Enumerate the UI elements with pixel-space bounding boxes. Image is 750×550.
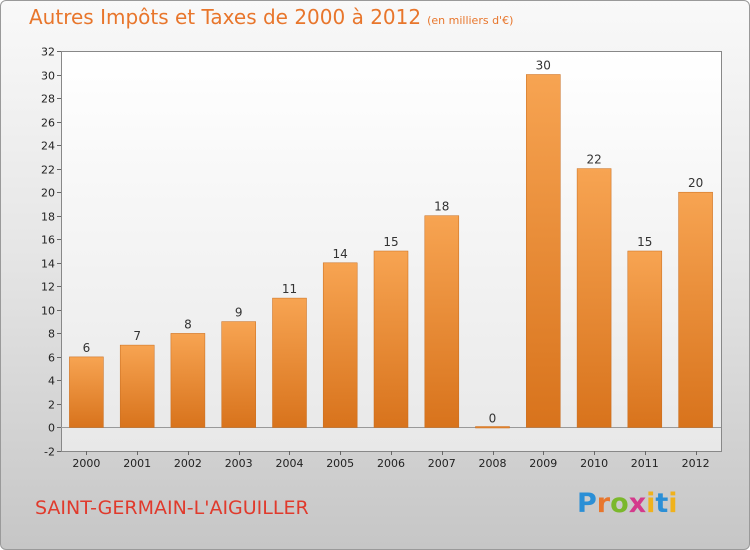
- x-tick-label-2008: 2008: [479, 457, 507, 470]
- x-tick-label-2006: 2006: [377, 457, 405, 470]
- bar-2005: [322, 262, 358, 428]
- value-label-2011: 15: [637, 235, 652, 249]
- bar-2010: [576, 168, 612, 428]
- value-label-2004: 11: [282, 282, 297, 296]
- x-tick-label-2011: 2011: [631, 457, 659, 470]
- y-tick-label: 26: [41, 117, 55, 130]
- y-tick-label: 22: [41, 164, 55, 177]
- x-tick-label-2002: 2002: [174, 457, 202, 470]
- x-tick-label-2009: 2009: [529, 457, 557, 470]
- y-tick-label: 18: [41, 211, 55, 224]
- bar-2000: [69, 356, 104, 428]
- y-tick-label: 28: [41, 93, 55, 106]
- bar-2012: [678, 191, 713, 428]
- bar-2004: [272, 297, 307, 428]
- x-tick-label-2000: 2000: [72, 457, 100, 470]
- y-tick-label: 2: [48, 399, 55, 412]
- x-tick-label-2001: 2001: [123, 457, 151, 470]
- y-tick-label: 12: [41, 281, 55, 294]
- y-tick-label: 8: [48, 328, 55, 341]
- y-tick-label: 0: [48, 422, 55, 435]
- value-label-2001: 7: [133, 329, 141, 343]
- bar-2008: [475, 426, 510, 429]
- value-label-2009: 30: [536, 59, 551, 73]
- bar-2009: [526, 74, 561, 428]
- value-label-2005: 14: [333, 247, 348, 261]
- proxiti-logo[interactable]: Proxiti: [577, 488, 678, 519]
- value-label-2007: 18: [434, 200, 449, 214]
- x-tick-label-2004: 2004: [276, 457, 304, 470]
- bar-2001: [119, 344, 155, 428]
- bar-2011: [627, 250, 663, 428]
- x-tick-label-2007: 2007: [428, 457, 456, 470]
- value-label-2012: 20: [688, 176, 703, 190]
- chart-title: Autres Impôts et Taxes de 2000 à 2012 (en…: [29, 5, 513, 29]
- y-tick-label: 24: [41, 140, 55, 153]
- value-label-2000: 6: [83, 341, 91, 355]
- commune-name: SAINT-GERMAIN-L'AIGUILLER: [35, 497, 309, 519]
- chart-unit: (en milliers d'€): [427, 14, 514, 27]
- bar-2007: [424, 215, 460, 428]
- value-label-2006: 15: [383, 235, 398, 249]
- x-tick-label-2005: 2005: [326, 457, 354, 470]
- x-tick-label-2012: 2012: [682, 457, 710, 470]
- bar-2006: [373, 250, 409, 428]
- bars: 6 7 8 9 11 14 15 18 0 30 22 15 20: [69, 59, 713, 429]
- y-tick-label: -2: [44, 446, 55, 459]
- bar-2002: [170, 333, 206, 428]
- y-tick-label: 32: [41, 46, 55, 59]
- chart-title-text: Autres Impôts et Taxes de 2000 à 2012: [29, 5, 422, 29]
- x-axis: 2000 2001 2002 2003 2004 2005 2006 2007 2008 2009…: [72, 451, 710, 470]
- y-tick-label: 6: [48, 352, 55, 365]
- value-label-2003: 9: [235, 306, 243, 320]
- value-label-2002: 8: [184, 317, 192, 331]
- x-tick-label-2003: 2003: [225, 457, 253, 470]
- y-tick-label: 4: [48, 375, 55, 388]
- y-tick-label: 16: [41, 234, 55, 247]
- value-label-2008: 0: [489, 412, 497, 426]
- y-tick-label: 30: [41, 70, 55, 83]
- value-label-2010: 22: [586, 153, 601, 167]
- y-tick-label: 20: [41, 187, 55, 200]
- x-tick-label-2010: 2010: [580, 457, 608, 470]
- bar-2003: [221, 321, 256, 428]
- y-tick-label: 14: [41, 258, 55, 271]
- y-tick-label: 10: [41, 305, 55, 318]
